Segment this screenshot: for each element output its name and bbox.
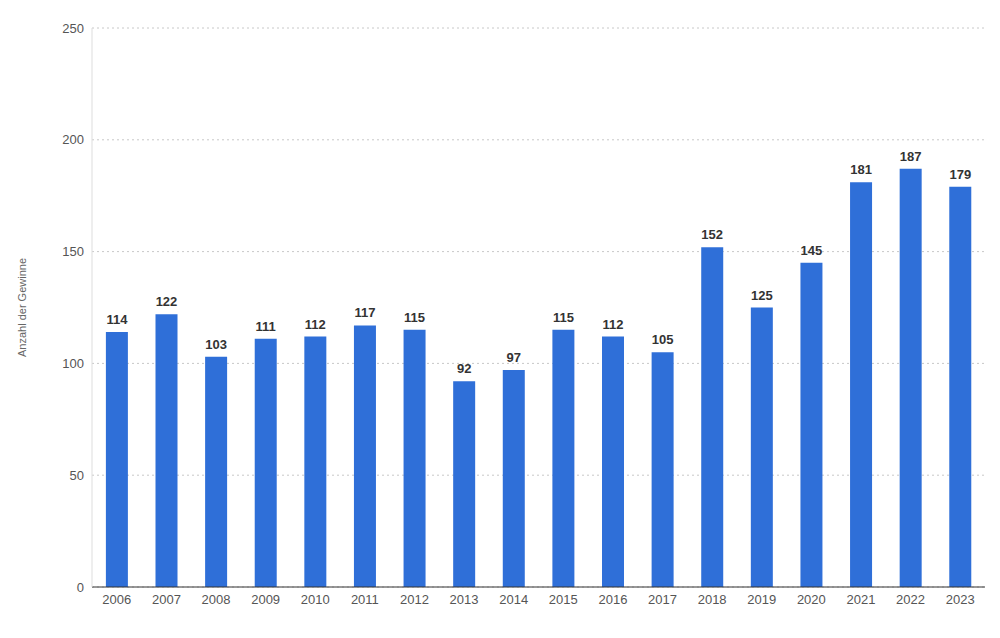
svg-text:150: 150 (62, 244, 84, 259)
svg-text:2007: 2007 (152, 592, 181, 607)
svg-text:2018: 2018 (698, 592, 727, 607)
svg-text:112: 112 (305, 317, 326, 332)
svg-text:2010: 2010 (301, 592, 330, 607)
svg-text:200: 200 (62, 132, 84, 147)
svg-text:187: 187 (900, 149, 922, 164)
svg-text:2008: 2008 (202, 592, 231, 607)
svg-text:50: 50 (70, 468, 84, 483)
svg-text:2020: 2020 (797, 592, 826, 607)
svg-text:250: 250 (62, 21, 84, 36)
svg-text:115: 115 (404, 310, 425, 325)
svg-text:115: 115 (553, 310, 574, 325)
svg-text:2016: 2016 (598, 592, 627, 607)
svg-text:2023: 2023 (946, 592, 975, 607)
svg-text:117: 117 (354, 305, 375, 320)
svg-text:Anzahl der Gewinne: Anzahl der Gewinne (16, 258, 28, 357)
svg-text:179: 179 (949, 167, 971, 182)
svg-text:100: 100 (62, 356, 84, 371)
svg-text:2013: 2013 (450, 592, 479, 607)
svg-text:122: 122 (156, 294, 178, 309)
svg-text:92: 92 (457, 361, 471, 376)
svg-text:112: 112 (603, 317, 624, 332)
svg-text:145: 145 (801, 243, 823, 258)
svg-text:2011: 2011 (351, 592, 379, 607)
svg-text:2017: 2017 (648, 592, 677, 607)
svg-text:2006: 2006 (102, 592, 131, 607)
svg-text:2021: 2021 (847, 592, 876, 607)
svg-text:97: 97 (507, 350, 521, 365)
svg-text:2015: 2015 (549, 592, 578, 607)
svg-text:152: 152 (701, 227, 723, 242)
svg-text:181: 181 (850, 162, 872, 177)
svg-text:103: 103 (205, 337, 227, 352)
svg-text:2022: 2022 (896, 592, 925, 607)
svg-text:2009: 2009 (251, 592, 280, 607)
svg-text:125: 125 (751, 288, 773, 303)
svg-text:105: 105 (652, 332, 674, 347)
svg-text:0: 0 (77, 580, 84, 595)
svg-text:2014: 2014 (499, 592, 528, 607)
svg-text:114: 114 (106, 312, 128, 327)
svg-text:2019: 2019 (747, 592, 776, 607)
svg-text:111: 111 (256, 319, 276, 334)
svg-text:2012: 2012 (400, 592, 429, 607)
